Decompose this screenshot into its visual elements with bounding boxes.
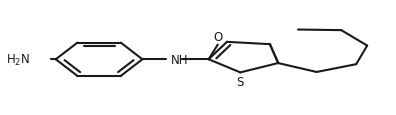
Text: NH: NH	[170, 53, 188, 66]
Text: O: O	[213, 30, 223, 43]
Text: H$_2$N: H$_2$N	[6, 52, 30, 67]
Text: S: S	[237, 75, 244, 88]
